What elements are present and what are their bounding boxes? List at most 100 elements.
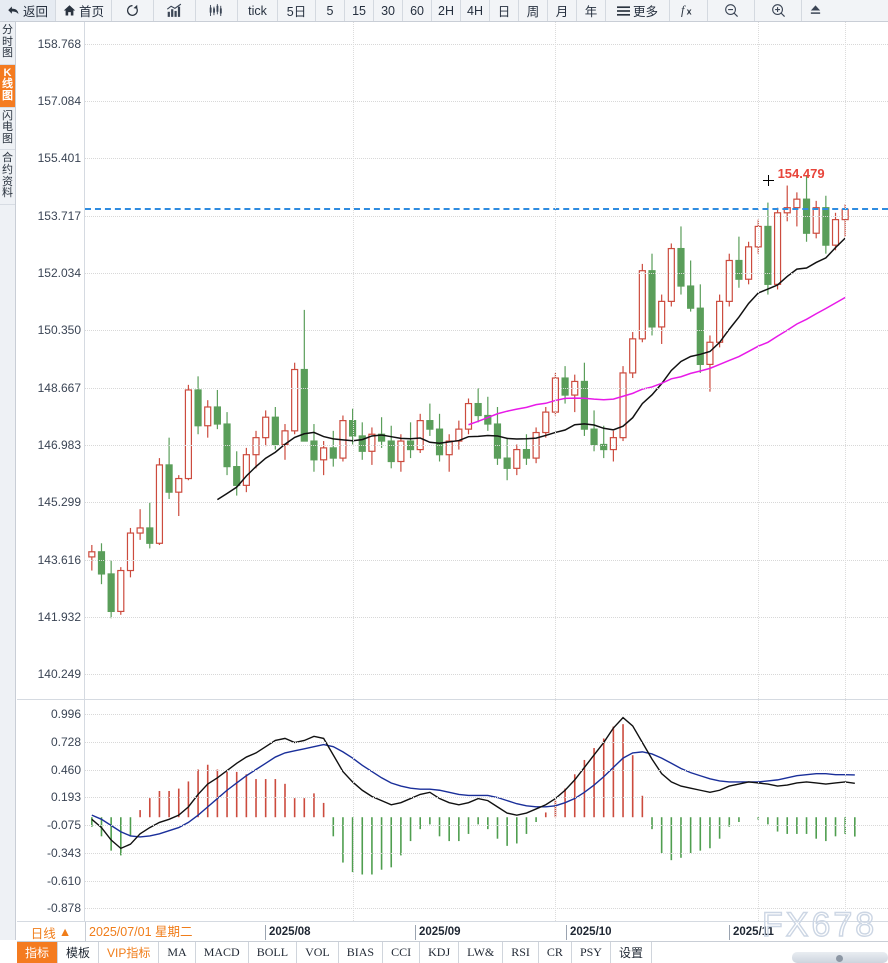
price-y-tick: 143.616 bbox=[37, 552, 81, 567]
period-year[interactable]: 年 bbox=[577, 0, 607, 21]
zoom-in-button[interactable] bbox=[755, 0, 803, 21]
date-axis-label: 2025/08 bbox=[265, 925, 311, 940]
sidebar-item-contract[interactable]: 合约资料 bbox=[0, 150, 15, 205]
grid-line bbox=[85, 158, 888, 160]
tab-macd[interactable]: MACD bbox=[196, 942, 249, 963]
bar-chart-button[interactable] bbox=[154, 0, 197, 21]
horizontal-scroll-handle[interactable] bbox=[792, 952, 888, 963]
period-60[interactable]: 60 bbox=[403, 0, 433, 21]
refresh-button[interactable] bbox=[112, 0, 155, 21]
grid-line bbox=[85, 387, 888, 389]
price-chart-pane: 158.768 157.084 155.401 153.717 152.034 150.3… bbox=[17, 22, 888, 700]
month-grid-line bbox=[352, 700, 354, 921]
more-button[interactable]: 更多 bbox=[606, 0, 671, 21]
price-y-tick: 153.717 bbox=[37, 208, 81, 223]
tab-bias[interactable]: BIAS bbox=[339, 942, 384, 963]
tab-settings[interactable]: 设置 bbox=[611, 942, 652, 963]
macd-y-tick: -0.343 bbox=[46, 845, 81, 860]
home-label: 首页 bbox=[79, 5, 105, 19]
grid-line bbox=[85, 445, 888, 447]
grid-line bbox=[85, 617, 888, 619]
macd-chart-pane: 0.996 0.728 0.460 0.193 -0.075 -0.343 -0.610 -0… bbox=[17, 700, 888, 922]
tab-cci[interactable]: CCI bbox=[383, 942, 421, 963]
candlestick-button[interactable] bbox=[196, 0, 239, 21]
price-y-tick: 150.350 bbox=[37, 323, 81, 338]
tab-template[interactable]: 模板 bbox=[58, 942, 100, 963]
price-plot-area[interactable]: 154.479 bbox=[85, 22, 888, 699]
bar-chart-icon bbox=[166, 3, 183, 18]
sidebar-item-timeshare[interactable]: 分时图 bbox=[0, 22, 15, 65]
grid-line bbox=[85, 559, 888, 561]
macd-y-tick: 0.193 bbox=[50, 790, 81, 805]
period-30[interactable]: 30 bbox=[374, 0, 404, 21]
current-price-label: 154.479 bbox=[777, 165, 825, 181]
grid-line bbox=[85, 741, 888, 743]
period-week[interactable]: 周 bbox=[519, 0, 549, 21]
period-4h[interactable]: 4H bbox=[461, 0, 491, 21]
period-5d[interactable]: 5日 bbox=[278, 0, 317, 21]
macd-y-tick: 0.728 bbox=[50, 734, 81, 749]
tab-lwr[interactable]: LW& bbox=[459, 942, 504, 963]
back-button[interactable]: 返回 bbox=[0, 0, 57, 21]
month-grid-line bbox=[758, 700, 760, 921]
tab-boll[interactable]: BOLL bbox=[249, 942, 298, 963]
zoom-out-icon bbox=[724, 3, 739, 18]
svg-text:f: f bbox=[681, 4, 686, 18]
grid-line bbox=[85, 797, 888, 799]
candlestick-series bbox=[88, 175, 849, 619]
macd-y-axis: 0.996 0.728 0.460 0.193 -0.075 -0.343 -0.610 -0… bbox=[17, 700, 85, 921]
month-grid-line bbox=[758, 22, 760, 699]
top-toolbar: 返回 首页 bbox=[0, 0, 888, 22]
more-label: 更多 bbox=[633, 5, 659, 19]
month-grid-line bbox=[845, 700, 847, 921]
grid-line bbox=[85, 100, 888, 102]
macd-y-tick: -0.610 bbox=[46, 873, 81, 888]
price-y-tick: 146.983 bbox=[37, 438, 81, 453]
macd-y-tick: 0.460 bbox=[50, 762, 81, 777]
date-axis-label: 2025/07/01 星期二 bbox=[89, 925, 193, 939]
period-15[interactable]: 15 bbox=[345, 0, 375, 21]
tab-ma[interactable]: MA bbox=[159, 942, 196, 963]
tab-vip[interactable]: VIP指标 bbox=[99, 942, 160, 963]
month-grid-line bbox=[555, 700, 557, 921]
caret-up-icon: ▲ bbox=[58, 925, 72, 939]
price-reference-line bbox=[85, 207, 888, 210]
sidebar-item-kline[interactable]: K线图 bbox=[0, 64, 15, 108]
month-grid-line bbox=[845, 22, 847, 699]
tab-psy[interactable]: PSY bbox=[572, 942, 611, 963]
home-button[interactable]: 首页 bbox=[56, 0, 113, 21]
period-5[interactable]: 5 bbox=[316, 0, 346, 21]
period-indicator-label: 日线 bbox=[30, 926, 56, 941]
grid-line bbox=[85, 674, 888, 676]
crosshair-marker bbox=[762, 175, 774, 187]
price-y-axis: 158.768 157.084 155.401 153.717 152.034 150.3… bbox=[17, 22, 85, 699]
tab-indicator[interactable]: 指标 bbox=[17, 942, 59, 963]
period-month[interactable]: 月 bbox=[548, 0, 578, 21]
grid-line bbox=[85, 769, 888, 771]
upload-icon bbox=[809, 4, 822, 17]
tab-vol[interactable]: VOL bbox=[297, 942, 339, 963]
sidebar-item-flash[interactable]: 闪电图 bbox=[0, 108, 15, 151]
tab-rsi[interactable]: RSI bbox=[503, 942, 539, 963]
grid-line bbox=[85, 852, 888, 854]
indicator-tab-bar: 指标 模板 VIP指标 MA MACD BOLL VOL BIAS CCI KDJ LW& RSI CR… bbox=[17, 942, 888, 963]
period-2h[interactable]: 2H bbox=[432, 0, 462, 21]
grid-line bbox=[85, 825, 888, 826]
macd-plot-area[interactable] bbox=[85, 700, 888, 921]
left-sidebar: 分时图 K线图 闪电图 合约资料 bbox=[0, 22, 16, 940]
export-button[interactable] bbox=[802, 0, 829, 21]
grid-line bbox=[85, 713, 888, 715]
period-indicator[interactable]: 日线 ▲ bbox=[17, 922, 86, 942]
grid-line bbox=[85, 272, 888, 274]
period-day[interactable]: 日 bbox=[490, 0, 520, 21]
tab-kdj[interactable]: KDJ bbox=[420, 942, 460, 963]
tab-cr[interactable]: CR bbox=[539, 942, 572, 963]
home-icon bbox=[63, 4, 76, 17]
period-tick[interactable]: tick bbox=[238, 0, 279, 21]
month-grid-line bbox=[352, 22, 354, 699]
price-y-tick: 152.034 bbox=[37, 265, 81, 280]
zoom-out-button[interactable] bbox=[708, 0, 756, 21]
date-axis-label: 2025/11 bbox=[729, 925, 774, 940]
